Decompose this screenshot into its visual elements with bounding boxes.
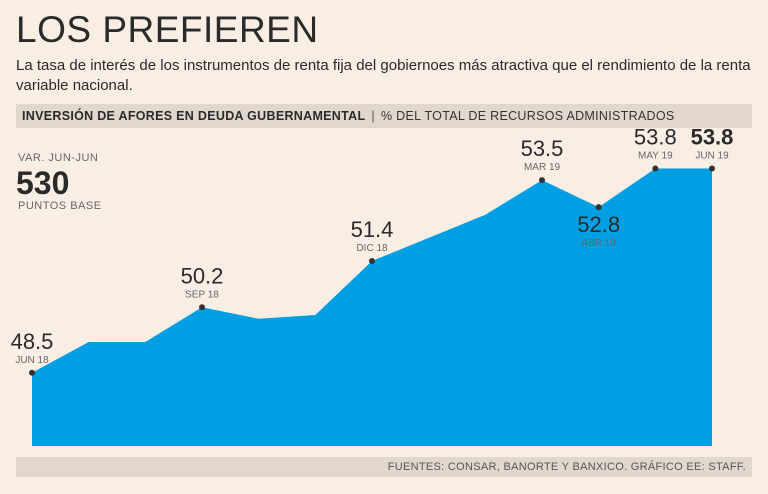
chart-title-separator: |	[371, 109, 375, 123]
page-title: LOS PREFIEREN	[16, 9, 319, 50]
data-label-value: 50.2	[181, 263, 224, 288]
chart-title: INVERSIÓN DE AFORES EN DEUDA GUBERNAMENT…	[22, 109, 366, 123]
data-point-0	[29, 369, 35, 376]
chart-unit: % DEL TOTAL DE RECURSOS ADMINISTRADOS	[380, 109, 675, 123]
data-point-1	[199, 304, 205, 311]
kpi-label-top: VAR. JUN-JUN	[18, 152, 98, 164]
data-label-value: 51.4	[351, 217, 394, 242]
data-point-2	[369, 258, 375, 265]
data-label-value: 53.5	[521, 136, 564, 161]
data-label-value: 48.5	[11, 329, 54, 354]
subtitle: La tasa de interés de los instrumentos d…	[16, 57, 751, 94]
kpi-value: 530	[16, 165, 69, 201]
data-point-3	[539, 177, 545, 184]
data-label-value: 52.8	[577, 212, 620, 237]
data-label-value: 53.8	[691, 125, 734, 150]
kpi-label-bottom: PUNTOS BASE	[18, 200, 102, 212]
data-label-date: JUN 19	[695, 151, 729, 162]
data-label-date: JUN 18	[15, 355, 49, 366]
source-text: FUENTES: CONSAR, BANORTE Y BANXICO. GRÁF…	[387, 461, 746, 473]
area-series	[32, 168, 712, 446]
data-label-date: ABR 19	[581, 238, 616, 249]
data-label-date: MAR 19	[524, 162, 561, 173]
data-label-date: DIC 18	[356, 243, 388, 254]
data-point-5	[652, 165, 659, 172]
data-label-date: MAY 19	[638, 151, 673, 162]
chart-header-band: INVERSIÓN DE AFORES EN DEUDA GUBERNAMENT…	[16, 104, 752, 128]
data-label-value: 53.8	[634, 125, 677, 150]
data-point-6	[709, 165, 715, 172]
data-point-4	[595, 204, 602, 211]
data-label-date: SEP 18	[185, 289, 219, 300]
source-footer: FUENTES: CONSAR, BANORTE Y BANXICO. GRÁF…	[16, 457, 752, 477]
